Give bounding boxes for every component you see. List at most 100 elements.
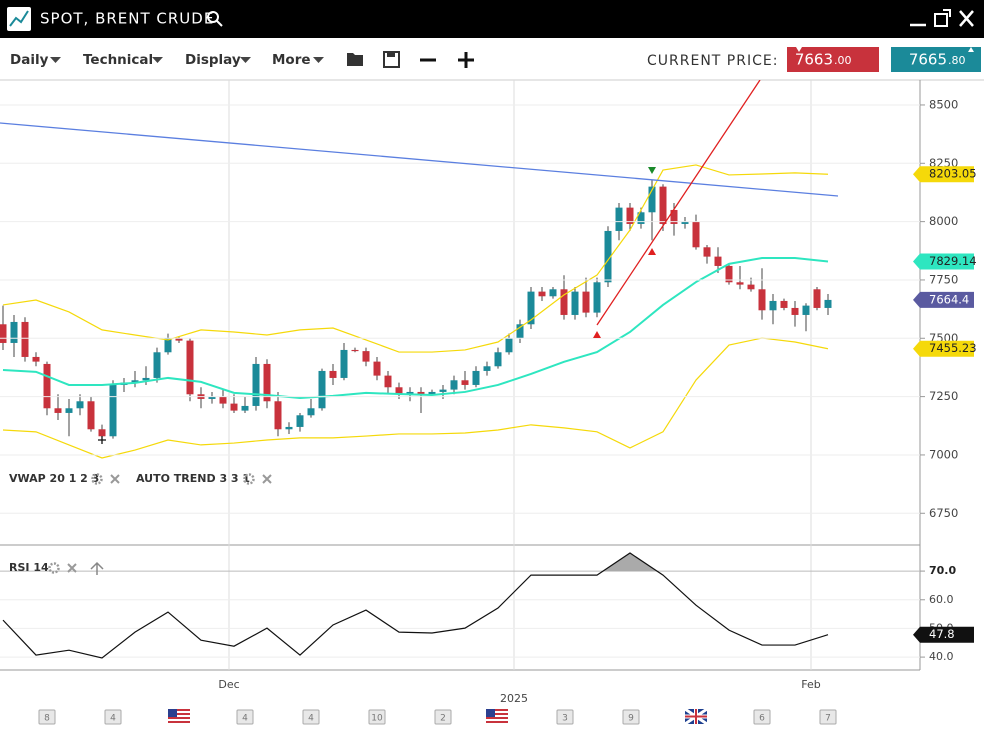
event-icon[interactable] (434, 709, 452, 725)
event-icon[interactable] (368, 709, 386, 725)
candle-body (395, 387, 403, 395)
signal-up (648, 248, 656, 255)
remove-icon[interactable] (67, 563, 77, 573)
candle-body (659, 186, 667, 224)
popout[interactable] (934, 9, 951, 27)
auto-trend-line[interactable] (596, 80, 761, 326)
candle-body (252, 363, 260, 406)
candle-body (692, 221, 700, 248)
candle-body (307, 408, 315, 416)
event-icon[interactable] (819, 709, 837, 725)
title-bar (0, 0, 984, 38)
candle-body (725, 265, 733, 283)
event-day: 7 (825, 714, 831, 724)
flag-stripe (486, 717, 508, 719)
candle-body (714, 256, 722, 266)
candle-body (21, 321, 29, 357)
event-icon[interactable] (753, 709, 771, 725)
candle-body (208, 396, 216, 399)
event-day: 4 (110, 714, 116, 724)
dropdown-arrow (240, 57, 251, 63)
zoom-in[interactable] (458, 52, 474, 68)
ask-decimals: .80 (948, 54, 966, 67)
title: SPOT, BRENT CRUDE (40, 10, 214, 28)
candle-body (615, 207, 623, 231)
close[interactable] (959, 10, 974, 27)
remove-icon[interactable] (262, 474, 272, 484)
event-flag (684, 707, 708, 726)
menu-daily[interactable]: Daily (10, 52, 49, 68)
candle-body (318, 370, 326, 409)
candle-body (736, 282, 744, 285)
candle-body (164, 338, 172, 353)
move-up-icon[interactable] (90, 561, 104, 575)
event-day: 8 (44, 714, 50, 724)
candle-body (153, 352, 161, 378)
drawings (0, 80, 839, 444)
ask-arrow (968, 47, 974, 52)
plot-area (0, 164, 832, 459)
candle-body (43, 363, 51, 409)
event-icon[interactable] (622, 709, 640, 725)
event-icon[interactable] (236, 709, 254, 725)
flag-stripe (168, 721, 190, 723)
flag-canton (486, 709, 495, 717)
save-icon[interactable] (383, 51, 400, 68)
upper-band-value: 8203.05 (929, 167, 977, 181)
candle-body (0, 324, 7, 343)
candle-body (329, 370, 337, 378)
event-day: 2 (440, 714, 446, 724)
bid-box[interactable] (787, 47, 879, 72)
candle-body (681, 221, 689, 224)
remove-icon[interactable] (110, 474, 120, 484)
x-tick-label: Feb (801, 678, 820, 691)
candle-body (230, 403, 238, 411)
candle-body (87, 401, 95, 430)
flag-stripe (486, 709, 508, 711)
menu-more[interactable]: More (272, 52, 311, 68)
candle-body (791, 307, 799, 315)
flag-stripe (168, 717, 190, 719)
candle-body (219, 396, 227, 404)
search-icon[interactable] (207, 11, 223, 27)
y-tick-label: 7750 (929, 272, 958, 286)
candle-body (472, 370, 480, 385)
flag-canton (168, 709, 177, 717)
menu-technical[interactable]: Technical (83, 52, 153, 68)
event-icon[interactable] (556, 709, 574, 725)
candle-body (813, 289, 821, 308)
flag-stripe (168, 709, 190, 711)
lower-band-tag (913, 340, 974, 357)
candle-body (824, 299, 832, 308)
dropdown-arrow (313, 57, 324, 63)
rsi-tick-label: 70.0 (929, 564, 956, 577)
settings-icon[interactable] (91, 473, 103, 485)
rsi-value: 47.8 (929, 627, 955, 641)
event-day: 9 (628, 714, 634, 724)
event-icon[interactable] (302, 709, 320, 725)
ask-box[interactable] (891, 47, 981, 72)
candle-body (780, 300, 788, 308)
open-icon[interactable] (347, 53, 363, 66)
flag-stripe (168, 713, 190, 715)
event-icon[interactable] (38, 709, 56, 725)
settings-icon[interactable] (243, 473, 255, 485)
trend-line[interactable] (0, 122, 839, 197)
rsi-tag (913, 626, 974, 643)
middle-band-value: 7829.14 (929, 254, 977, 268)
app-icon (7, 7, 31, 31)
bid-decimals: .00 (834, 54, 852, 67)
candle-body (362, 351, 370, 362)
cross-marker (98, 436, 106, 444)
event-icon[interactable] (104, 709, 122, 725)
settings-icon[interactable] (48, 562, 60, 574)
candle-body (527, 291, 535, 325)
menu-display[interactable]: Display (185, 52, 241, 68)
app-icon-line (9, 10, 29, 27)
last-price-value: 7664.4 (929, 292, 969, 306)
rsi-label: RSI 14 (9, 561, 49, 574)
candle-body (648, 186, 656, 213)
candle-body (131, 380, 139, 383)
dropdown-arrow (152, 57, 163, 63)
rsi-overbought-fill (603, 553, 657, 571)
